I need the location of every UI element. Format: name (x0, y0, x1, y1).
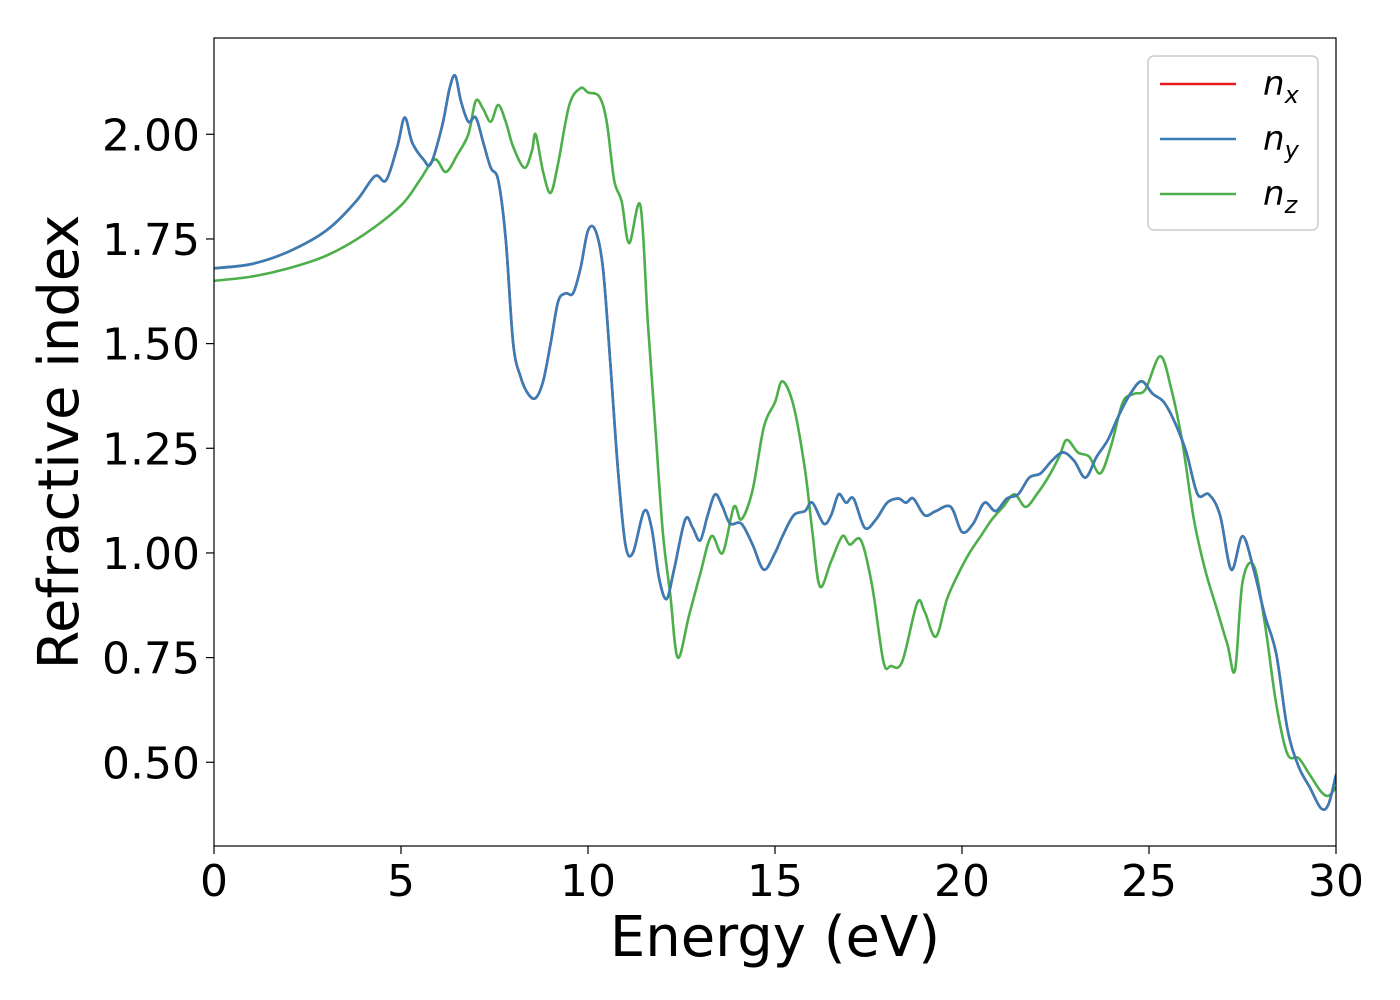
legend-label-ny: ny (1263, 119, 1300, 164)
x-tick-label: 0 (200, 856, 228, 907)
legend: nx ny nz (1147, 55, 1319, 231)
y-axis-ticks: 0.50 0.75 1.00 1.25 1.50 1.75 2.00 (102, 110, 214, 789)
y-tick-label: 0.50 (102, 738, 200, 789)
x-tick-label: 25 (1121, 856, 1177, 907)
y-tick-label: 1.25 (102, 424, 200, 475)
x-tick-label: 15 (747, 856, 803, 907)
series-line-ny (214, 73, 1336, 811)
y-tick-label: 1.75 (102, 215, 200, 266)
legend-label-nx: nx (1263, 64, 1300, 109)
y-tick-label: 1.50 (102, 320, 200, 371)
series-layer (214, 73, 1336, 811)
x-axis-label: Energy (eV) (610, 905, 940, 970)
series-line-nz (214, 86, 1336, 798)
y-tick-label: 1.00 (102, 529, 200, 580)
y-tick-label: 0.75 (102, 634, 200, 685)
x-tick-label: 5 (387, 856, 415, 907)
x-tick-label: 20 (934, 856, 990, 907)
x-tick-label: 30 (1308, 856, 1364, 907)
y-tick-label: 2.00 (102, 110, 200, 161)
x-tick-label: 10 (560, 856, 616, 907)
x-axis-ticks: 0 5 10 15 20 25 30 (200, 846, 1364, 907)
y-axis-label: Refractive index (27, 215, 92, 670)
legend-box (1147, 55, 1319, 231)
legend-label-nz: nz (1263, 174, 1299, 219)
